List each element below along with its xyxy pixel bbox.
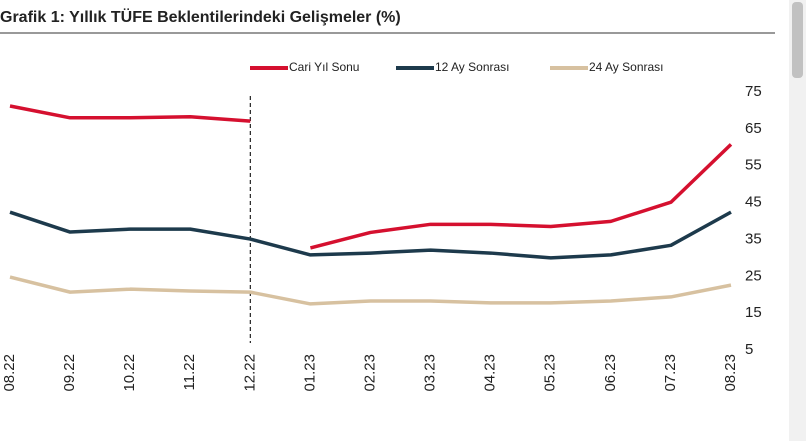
y-tick-label: 25 bbox=[745, 267, 762, 284]
x-tick-label: 10.22 bbox=[121, 354, 138, 392]
x-tick-label: 12.22 bbox=[241, 354, 258, 392]
y-tick-label: 45 bbox=[745, 194, 762, 211]
y-tick-label: 5 bbox=[745, 341, 753, 358]
x-tick-label: 03.23 bbox=[422, 354, 439, 392]
x-tick-label: 02.23 bbox=[361, 354, 378, 392]
legend-label: Cari Yıl Sonu bbox=[289, 60, 359, 74]
x-tick-label: 11.22 bbox=[181, 354, 198, 390]
legend-label: 24 Ay Sonrası bbox=[589, 60, 664, 74]
y-tick-label: 75 bbox=[745, 83, 762, 100]
legend-label: 12 Ay Sonrası bbox=[435, 60, 510, 74]
scrollbar-thumb[interactable] bbox=[792, 2, 803, 78]
series-line bbox=[309, 143, 733, 250]
x-tick-label: 01.23 bbox=[301, 354, 318, 392]
series-line bbox=[9, 275, 732, 306]
x-tick-label: 05.23 bbox=[542, 354, 559, 392]
series-line bbox=[9, 210, 732, 260]
x-tick-label: 06.23 bbox=[602, 354, 619, 392]
x-tick-label: 04.23 bbox=[482, 354, 499, 392]
scrollbar[interactable] bbox=[789, 0, 806, 441]
x-tick-label: 07.23 bbox=[662, 354, 679, 392]
y-tick-label: 65 bbox=[745, 120, 762, 137]
y-tick-label: 55 bbox=[745, 157, 762, 174]
x-tick-label: 08.23 bbox=[722, 354, 739, 392]
chart-title: Grafik 1: Yıllık TÜFE Beklentilerindeki … bbox=[0, 7, 401, 26]
y-tick-label: 35 bbox=[745, 230, 762, 247]
series-line bbox=[9, 104, 251, 123]
x-tick-label: 08.22 bbox=[1, 354, 18, 392]
x-tick-label: 09.22 bbox=[61, 354, 78, 392]
y-tick-label: 15 bbox=[745, 304, 762, 321]
